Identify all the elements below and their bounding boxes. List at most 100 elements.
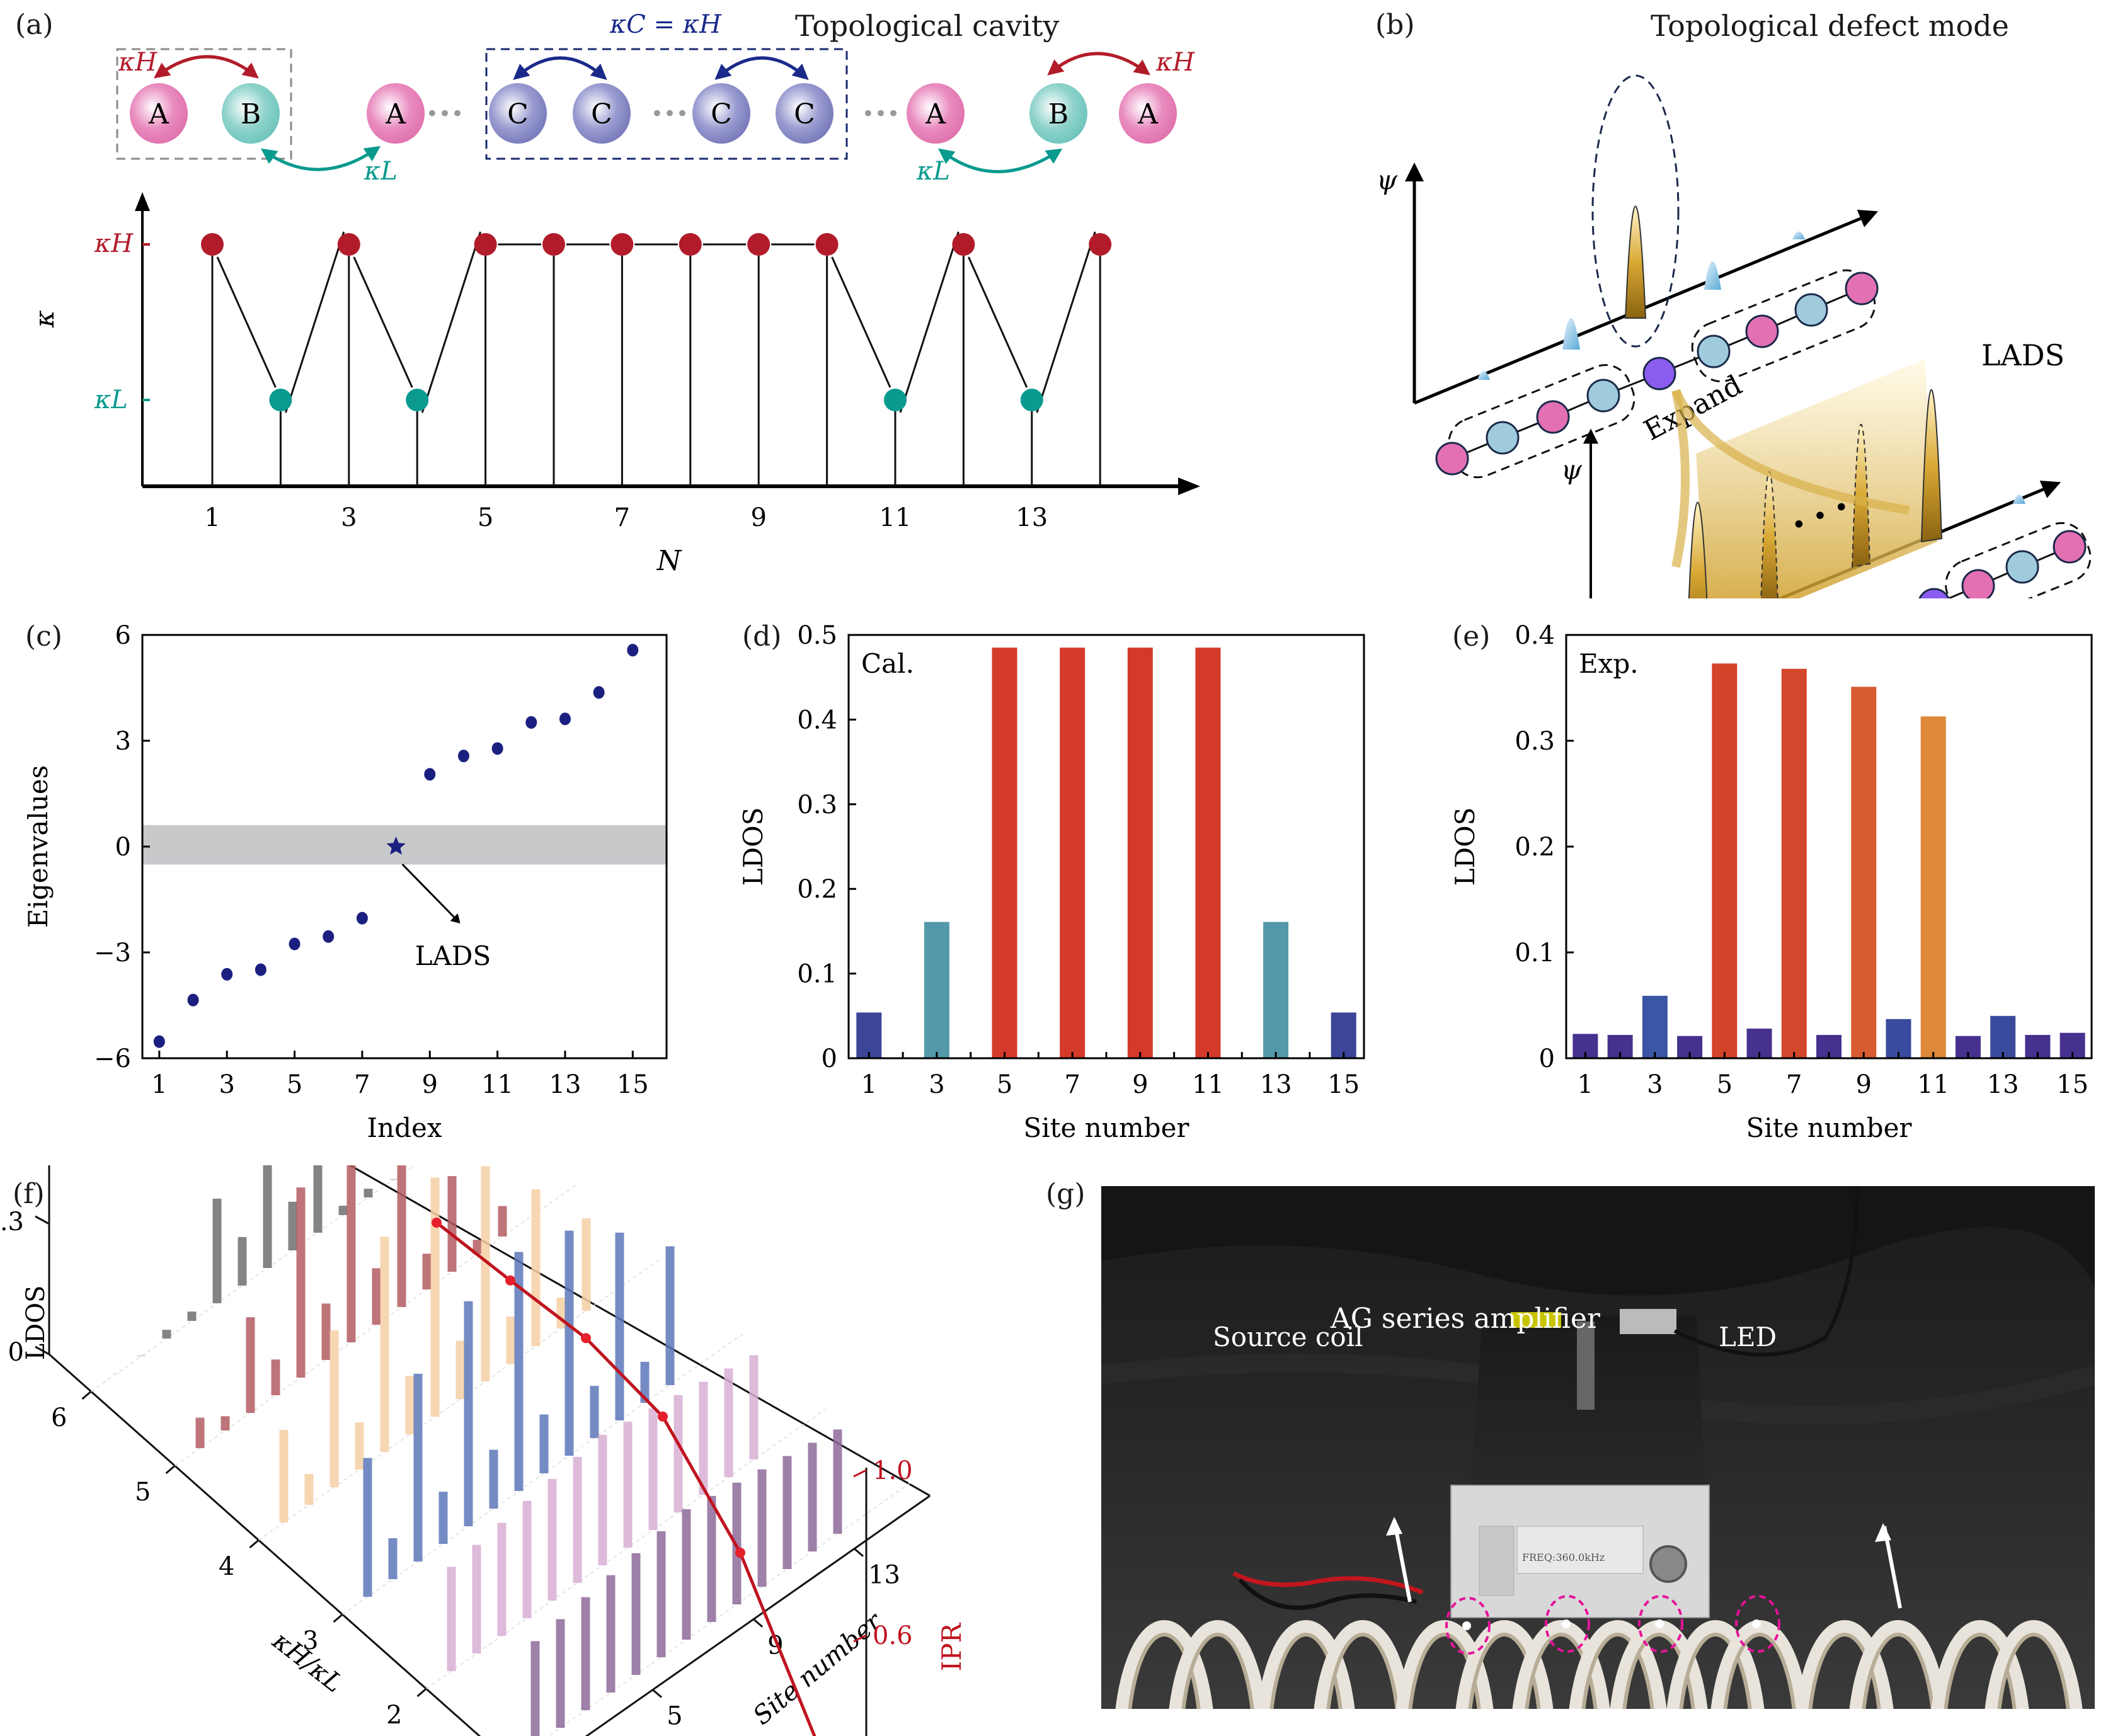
- eigenvalue-point: [457, 750, 469, 763]
- coil-winding: [1997, 1633, 2070, 1709]
- ipr-tick-label: 1.0: [873, 1456, 913, 1485]
- y-tick-label: 0.2: [1515, 833, 1555, 862]
- site-A-node: [1119, 83, 1177, 144]
- led-light: [1655, 1619, 1664, 1628]
- plot-frame: [1565, 634, 2093, 1059]
- kappa-c-equation: κC = κH: [609, 10, 722, 39]
- ldos-3d-bar: [472, 1545, 481, 1653]
- ldos-3d-bar: [581, 1597, 590, 1710]
- coil-winding: [1862, 1633, 1935, 1709]
- unit-cell-box: [116, 48, 292, 160]
- y-tick-label: 0.1: [1515, 939, 1555, 968]
- x-tick-label: 1: [204, 503, 220, 532]
- kappa-h-arrow-right: [1047, 52, 1151, 76]
- ratio-tick: [165, 1465, 176, 1475]
- source-coil-label: Source coil: [1213, 1322, 1363, 1352]
- site-B-node: [222, 83, 280, 144]
- coil-winding: [1468, 1633, 1541, 1709]
- lads-star-point: [386, 837, 406, 855]
- ldos-3d-bar: [506, 1316, 515, 1364]
- panel-label-c: (c): [25, 620, 62, 653]
- site-B-label: B: [241, 98, 261, 130]
- ldos-3d-bar: [573, 1456, 582, 1583]
- ldos-3d-bar: [590, 1386, 599, 1438]
- site-C-label: C: [507, 98, 529, 130]
- panel-label-d: (d): [742, 620, 782, 653]
- y-tick-label: 0.1: [797, 960, 837, 989]
- ldos-bar-site-13: [1263, 922, 1289, 1058]
- site-A-node: [907, 83, 965, 144]
- chart-f-3d-ldos-ipr: 00.30.6LDOS123456κH/κL15913Site number0.…: [0, 1165, 967, 1736]
- ellipsis-dots: •••: [862, 101, 900, 127]
- experiment-photo: FREQ:360.0kHz Source coil AG series ampl…: [1101, 1186, 2095, 1709]
- ldos-bar-site-11: [1195, 648, 1221, 1058]
- ldos-3d-bar: [556, 1619, 565, 1728]
- x-tick-label: 9: [422, 1070, 438, 1099]
- x-axis-label: Index: [367, 1112, 442, 1143]
- ldos-3d-bar: [598, 1435, 607, 1565]
- y-tick-label: 3: [115, 727, 131, 756]
- ldos-3d-bar: [682, 1509, 691, 1640]
- kappa-h-label-right: κH: [1155, 48, 1195, 77]
- floor-edge-site: [585, 1495, 931, 1736]
- led-light: [1462, 1621, 1471, 1630]
- coupling-point-L: [884, 389, 907, 411]
- defect-highlight-ellipse: [1591, 74, 1680, 348]
- coil: [1569, 1620, 1667, 1709]
- coil: [1666, 1620, 1765, 1709]
- site-C-label: C: [591, 98, 612, 130]
- ldos-3d-bar: [447, 1176, 457, 1272]
- x-tick-label: 15: [2056, 1070, 2088, 1099]
- ratio-tick: [333, 1613, 343, 1623]
- ldos-3d-bar: [556, 1297, 566, 1328]
- kappa-h-label-left: κH: [118, 48, 158, 77]
- eigenvalue-point: [323, 930, 335, 943]
- chain-site-blue: [1486, 421, 1520, 455]
- panel-label-a: (a): [15, 9, 54, 41]
- floor-edge-ratio: [49, 1353, 481, 1736]
- ldos-3d-bar: [405, 1376, 415, 1434]
- ldos-3d-bar: [656, 1531, 666, 1657]
- ldos-bar-site-11: [1920, 716, 1946, 1058]
- x-axis-label: N: [656, 545, 682, 577]
- ratio-tick: [81, 1390, 92, 1400]
- x-tick-label: 5: [478, 503, 493, 532]
- chain-site-blue: [1586, 379, 1620, 413]
- x-tick-label: 7: [1064, 1070, 1080, 1099]
- amplifier-body: [1470, 1315, 1706, 1507]
- ldos-3d-bar: [388, 1538, 398, 1579]
- expand-arrow-right: [1671, 389, 1910, 515]
- x-tick-label: 13: [1260, 1070, 1292, 1099]
- y-axis-label: κ: [29, 310, 60, 328]
- x-tick-label: 1: [151, 1070, 167, 1099]
- kappa-c-arrow-2: [714, 56, 809, 80]
- ldos-bar-site-10: [1886, 1019, 1911, 1058]
- ipr-tick: [853, 1634, 867, 1643]
- ldos-3d-bar: [195, 1417, 205, 1448]
- back-floor-edge: [348, 1165, 931, 1497]
- ldos-3d-bar: [615, 1232, 624, 1420]
- y-tick-label: 0: [1539, 1044, 1555, 1073]
- coupling-point-H: [201, 233, 224, 256]
- x-tick-label: 9: [750, 503, 766, 532]
- coil-winding: [1269, 1633, 1343, 1709]
- panel-a-chain-diagram: A B A C C C C A B A ••• ••• ••• κH κL κC = κH κL κH: [116, 10, 1195, 186]
- eigenvalue-point: [356, 911, 368, 925]
- x-tick-label: 5: [287, 1070, 302, 1099]
- ldos-3d-bar: [606, 1575, 616, 1693]
- x-tick-label: 13: [1987, 1070, 2019, 1099]
- lads-annotation: LADS: [415, 940, 491, 971]
- led-glow-marker: [1638, 1595, 1683, 1653]
- coil: [1314, 1620, 1412, 1709]
- ldos-bar-site-3: [924, 922, 949, 1058]
- coupling-link: [1036, 231, 1096, 413]
- eigenvalue-point: [525, 716, 537, 729]
- amplifier-knob: [1649, 1545, 1687, 1583]
- ldos-3d-bar: [673, 1395, 683, 1512]
- ldos-3d-bar: [547, 1478, 557, 1601]
- ldos-3d-bar: [364, 1189, 373, 1197]
- ldos-3d-bar: [389, 1179, 398, 1180]
- ratio-tick-label: 3: [302, 1626, 318, 1655]
- z-tick: [35, 1215, 50, 1225]
